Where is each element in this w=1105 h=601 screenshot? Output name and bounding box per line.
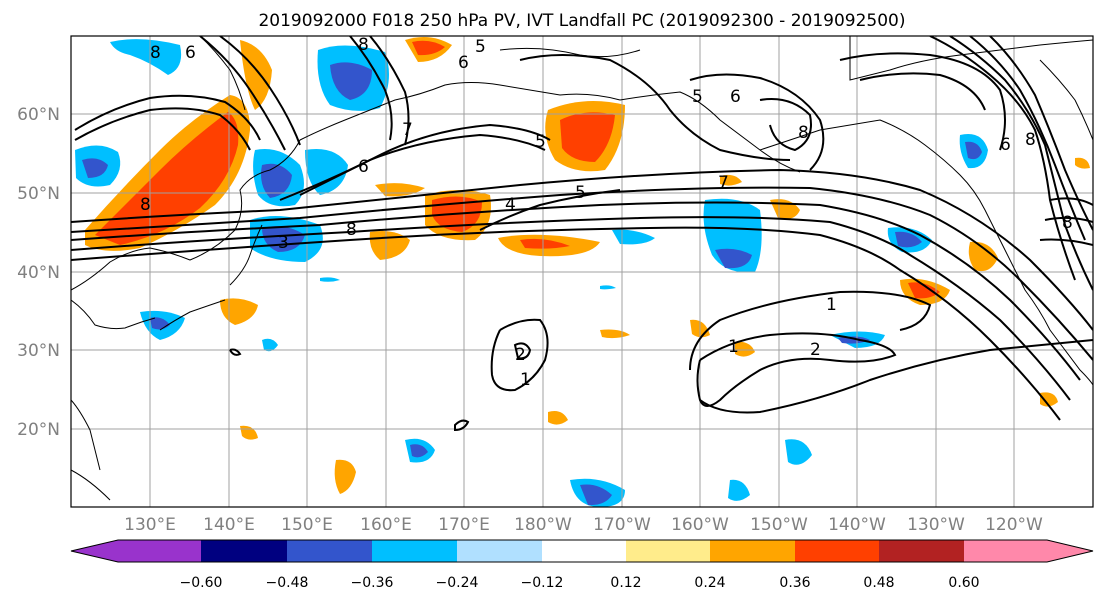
contour-label: 7 [402,120,413,140]
contour-label: 6 [730,87,741,107]
colorbar-extend-low [71,540,201,562]
colorbar-label: 0.36 [779,575,810,591]
lon-tick-label: 160°E [360,515,412,535]
map-frame [70,35,1094,508]
colorbar-label: 0.60 [948,575,979,591]
contour-label: 8 [798,123,809,143]
contour-label: 8 [1025,130,1036,150]
colorbar-swatch [879,540,964,562]
colorbar: −0.60 −0.48 −0.36 −0.24 −0.12 0.12 0.24 … [70,539,1094,591]
colorbar-label: −0.36 [351,575,394,591]
lon-tick-label: 130°W [907,515,965,535]
colorbar-swatch [372,540,457,562]
lon-axis: 130°E 140°E 150°E 160°E 170°E 180°W 170°… [124,515,1043,535]
colorbar-swatch [542,540,626,562]
colorbar-outline [70,539,1094,563]
lon-tick-label: 140°W [828,515,886,535]
contour-label: 8 [140,195,151,215]
map-title: 2019092000 F018 250 hPa PV, IVT Landfall… [258,11,905,31]
lon-tick-label: 180°W [514,515,572,535]
contour-label: 1 [520,370,531,390]
colorbar-swatch [710,540,795,562]
colorbar-swatch [287,540,372,562]
lat-axis: 60°N 50°N 40°N 30°N 20°N [17,105,60,440]
colorbar-label: −0.24 [436,575,479,591]
contour-label: 7 [718,173,729,193]
coastlines [71,36,1093,501]
colorbar-label: −0.60 [180,575,223,591]
lon-tick-label: 160°W [671,515,729,535]
colorbar-extend-high [964,540,1093,562]
contour-labels: 8 6 5 6 7 5 6 8 8 5 7 6 4 8 3 5 8 1 2 1 … [140,35,1073,390]
lon-tick-label: 150°E [281,515,333,535]
contour-label: 4 [505,195,516,215]
contour-label: 8 [358,35,369,55]
contour-label: 8 [346,220,357,240]
lon-tick-label: 170°E [438,515,490,535]
contour-label: 2 [515,345,526,365]
contour-label: 1 [826,295,837,315]
contour-label: 5 [575,183,586,203]
colorbar-label: 0.48 [863,575,894,591]
colorbar-label: −0.48 [266,575,309,591]
contour-label: 5 [692,87,703,107]
colorbar-swatch [201,540,287,562]
lon-tick-label: 130°E [124,515,176,535]
colorbar-swatch [457,540,542,562]
contour-label: 1 [728,337,739,357]
colorbar-label: 0.24 [694,575,725,591]
pv-contours [71,36,1093,432]
contour-label: 2 [810,340,821,360]
colorbar-swatch [626,540,710,562]
lat-tick-label: 50°N [17,184,60,204]
lat-tick-label: 40°N [17,263,60,283]
lat-tick-label: 20°N [17,420,60,440]
contour-label: 8 [1062,213,1073,233]
lon-tick-label: 120°W [985,515,1043,535]
contour-label: 8 [150,43,161,63]
contour-label: 6 [458,53,469,73]
lon-tick-label: 170°W [593,515,651,535]
contour-label: 6 [358,157,369,177]
lon-tick-label: 150°W [750,515,808,535]
colorbar-label: 0.12 [610,575,641,591]
lon-tick-label: 140°E [203,515,255,535]
contour-label: 6 [185,43,196,63]
colorbar-label: −0.12 [521,575,564,591]
lat-tick-label: 30°N [17,341,60,361]
contour-label: 5 [535,132,546,152]
colorbar-swatch [795,540,879,562]
contour-label: 5 [475,37,486,57]
lat-tick-label: 60°N [17,105,60,125]
contour-label: 3 [278,233,289,253]
contour-label: 6 [1000,135,1011,155]
map-content [71,36,1093,507]
